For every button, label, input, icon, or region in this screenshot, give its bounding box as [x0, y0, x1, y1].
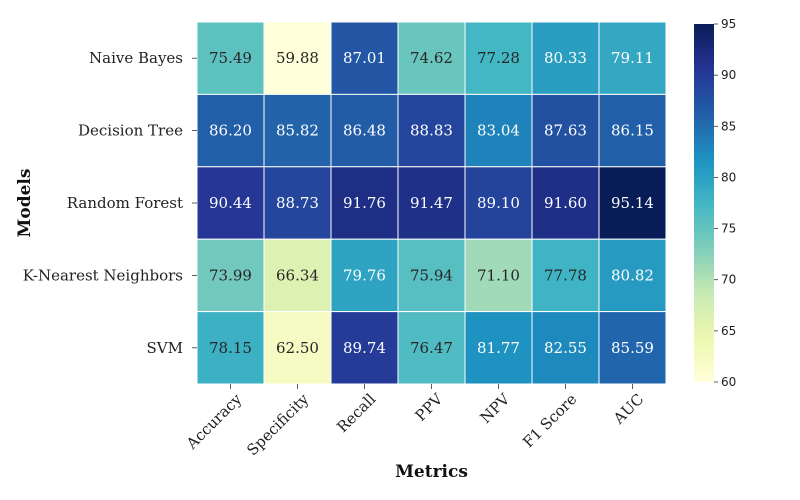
cell-value-label: 74.62 [410, 49, 453, 67]
colorbar: 60 65 70 75 80 85 90 95 [694, 17, 736, 389]
cell-value-label: 77.78 [544, 266, 587, 284]
cell-value-label: 95.14 [611, 194, 654, 212]
cell-value-label: 71.10 [477, 266, 520, 284]
heatmap-cell [263, 238, 332, 313]
heatmap-cell [330, 93, 399, 168]
cell-value-label: 82.55 [544, 339, 587, 357]
y-tick-label: Naive Bayes [89, 49, 183, 67]
cell-value-label: 88.73 [276, 194, 319, 212]
heatmap-cell [598, 93, 667, 168]
heatmap-cell [330, 21, 399, 95]
cell-value-label: 86.20 [209, 122, 252, 140]
cell-value-label: 89.10 [477, 194, 520, 212]
heatmap-cell [196, 238, 265, 313]
cell-value-label: 91.76 [343, 194, 386, 212]
cell-value-label: 73.99 [209, 266, 252, 284]
cell-value-label: 62.50 [276, 339, 319, 357]
colorbar-tick-label: 80 [721, 170, 736, 184]
colorbar-tick-label: 85 [721, 119, 736, 133]
x-tick-label: Accuracy [182, 390, 246, 454]
heatmap-cell [531, 166, 600, 240]
cell-value-label: 75.49 [209, 49, 252, 67]
cell-value-label: 91.60 [544, 194, 587, 212]
cell-value-label: 86.48 [343, 122, 386, 140]
x-tick-label: NPV [477, 389, 515, 427]
cell-value-label: 59.88 [276, 49, 319, 67]
x-tick-label: F1 Score [519, 390, 580, 451]
cell-value-label: 87.63 [544, 122, 587, 140]
cell-value-label: 76.47 [410, 339, 453, 357]
x-tick-label: PPV [412, 389, 447, 424]
cell-value-label: 75.94 [410, 266, 453, 284]
heatmap-cells: 75.49 59.88 87.01 74.62 77.28 80.33 79.11 86.20… [196, 21, 667, 385]
cell-value-label: 66.34 [276, 266, 319, 284]
heatmap-cell [263, 166, 332, 240]
heatmap-cell [598, 166, 667, 240]
heatmap-cell [464, 93, 533, 168]
y-tick-label: K-Nearest Neighbors [23, 266, 183, 284]
heatmap-cell [397, 166, 466, 240]
cell-value-label: 83.04 [477, 122, 520, 140]
colorbar-tick-label: 70 [721, 273, 736, 287]
heatmap-cell [397, 238, 466, 313]
y-tick-label: SVM [147, 339, 183, 357]
cell-value-label: 80.82 [611, 266, 654, 284]
colorbar-tick-label: 75 [721, 222, 736, 236]
colorbar-tick-label: 95 [721, 17, 736, 31]
x-tick-label: Recall [333, 390, 379, 436]
heatmap-cell [598, 238, 667, 313]
colorbar-tick-label: 65 [721, 324, 736, 338]
cell-value-label: 85.82 [276, 122, 319, 140]
cell-value-label: 85.59 [611, 339, 654, 357]
y-tick-labels: Naive Bayes Decision Tree Random Forest K-N… [23, 49, 197, 357]
colorbar-tick-label: 90 [721, 68, 736, 82]
cell-value-label: 90.44 [209, 194, 252, 212]
cell-value-label: 79.11 [611, 49, 654, 67]
heatmap-cell [196, 21, 265, 95]
heatmap-cell [263, 21, 332, 95]
cell-value-label: 91.47 [410, 194, 453, 212]
cell-value-label: 81.77 [477, 339, 520, 357]
x-tick-label: AUC [609, 390, 647, 428]
heatmap-cell [330, 166, 399, 240]
heatmap-cell [531, 238, 600, 313]
colorbar-tick-label: 60 [721, 375, 736, 389]
heatmap-cell [531, 21, 600, 95]
cell-value-label: 88.83 [410, 122, 453, 140]
y-axis-title: Models [15, 169, 35, 238]
heatmap-cell [196, 311, 265, 385]
x-axis-title: Metrics [395, 462, 468, 482]
heatmap-cell [397, 21, 466, 95]
colorbar-gradient [694, 24, 714, 382]
cell-value-label: 77.28 [477, 49, 520, 67]
heatmap-cell [598, 311, 667, 385]
cell-value-label: 86.15 [611, 122, 654, 140]
cell-value-label: 80.33 [544, 49, 587, 67]
cell-value-label: 79.76 [343, 266, 386, 284]
y-tick-label: Random Forest [67, 194, 183, 212]
y-tick-label: Decision Tree [78, 122, 183, 140]
cell-value-label: 78.15 [209, 339, 252, 357]
heatmap-cell [330, 311, 399, 385]
cell-value-label: 87.01 [343, 49, 386, 67]
x-tick-label: Specificity [243, 390, 312, 459]
heatmap-cell [464, 166, 533, 240]
cell-value-label: 89.74 [343, 339, 386, 357]
